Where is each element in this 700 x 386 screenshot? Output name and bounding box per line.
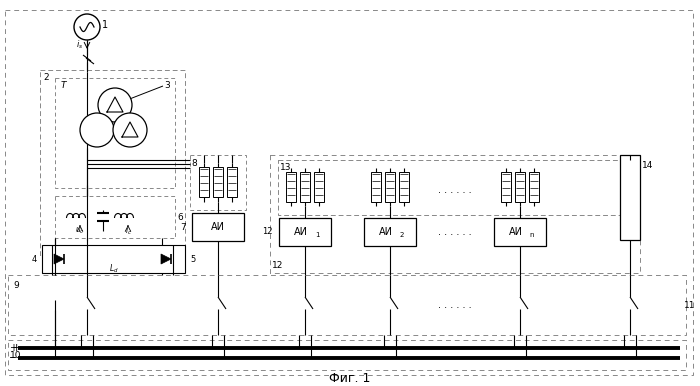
Polygon shape: [161, 254, 171, 264]
Text: 8: 8: [191, 159, 197, 168]
Text: n: n: [530, 232, 534, 238]
Text: АИ: АИ: [509, 227, 523, 237]
Text: 11: 11: [684, 300, 696, 310]
Bar: [199, 167, 209, 197]
Text: 13: 13: [280, 164, 292, 173]
Bar: [529, 172, 539, 202]
Text: . . . . . .: . . . . . .: [438, 227, 472, 237]
Text: . . . . . .: . . . . . .: [438, 300, 472, 310]
Text: 1: 1: [102, 20, 108, 30]
Circle shape: [74, 14, 100, 40]
Bar: [190, 155, 246, 210]
Bar: [620, 155, 640, 240]
Bar: [8, 340, 686, 370]
Text: . . . . . .: . . . . . .: [438, 185, 472, 195]
Text: T: T: [60, 81, 66, 90]
Text: 2: 2: [400, 232, 404, 238]
Text: 1: 1: [315, 232, 319, 238]
Bar: [279, 218, 331, 246]
Text: 12: 12: [272, 261, 284, 269]
Text: +: +: [11, 343, 21, 353]
Text: 5: 5: [190, 254, 195, 264]
Bar: [192, 213, 244, 241]
Bar: [227, 167, 237, 197]
Text: +: +: [9, 343, 17, 353]
Text: 12: 12: [262, 227, 273, 237]
Bar: [278, 160, 633, 215]
Bar: [494, 218, 546, 246]
Bar: [55, 78, 175, 188]
Bar: [213, 167, 223, 197]
Bar: [399, 172, 409, 202]
Text: АИ: АИ: [211, 222, 225, 232]
Bar: [270, 155, 640, 273]
Bar: [501, 172, 511, 202]
Text: 9: 9: [13, 281, 19, 290]
Bar: [286, 172, 296, 202]
Bar: [371, 172, 381, 202]
Text: $i_s$: $i_s$: [76, 39, 83, 51]
Bar: [8, 275, 686, 335]
Bar: [515, 172, 525, 202]
Circle shape: [80, 113, 114, 147]
Text: 2: 2: [43, 73, 49, 83]
Text: 10: 10: [10, 350, 22, 359]
Circle shape: [98, 88, 132, 122]
Bar: [385, 172, 395, 202]
Text: $L_d$: $L_d$: [109, 263, 119, 275]
Text: 6: 6: [177, 213, 183, 222]
Text: 4: 4: [32, 254, 37, 264]
Text: $u_c$: $u_c$: [75, 226, 85, 236]
Bar: [40, 70, 185, 255]
Text: АИ: АИ: [379, 227, 393, 237]
Text: АИ: АИ: [294, 227, 308, 237]
Text: −: −: [9, 353, 17, 363]
Text: 7: 7: [181, 222, 186, 232]
Bar: [314, 172, 324, 202]
Text: Фиг. 1: Фиг. 1: [329, 371, 371, 384]
Bar: [55, 196, 175, 238]
Bar: [300, 172, 310, 202]
Polygon shape: [54, 254, 64, 264]
Text: $i_c$: $i_c$: [125, 225, 132, 237]
Circle shape: [113, 113, 147, 147]
Text: 14: 14: [643, 161, 654, 169]
Bar: [42, 245, 185, 273]
Text: 3: 3: [164, 81, 170, 90]
Bar: [364, 218, 416, 246]
